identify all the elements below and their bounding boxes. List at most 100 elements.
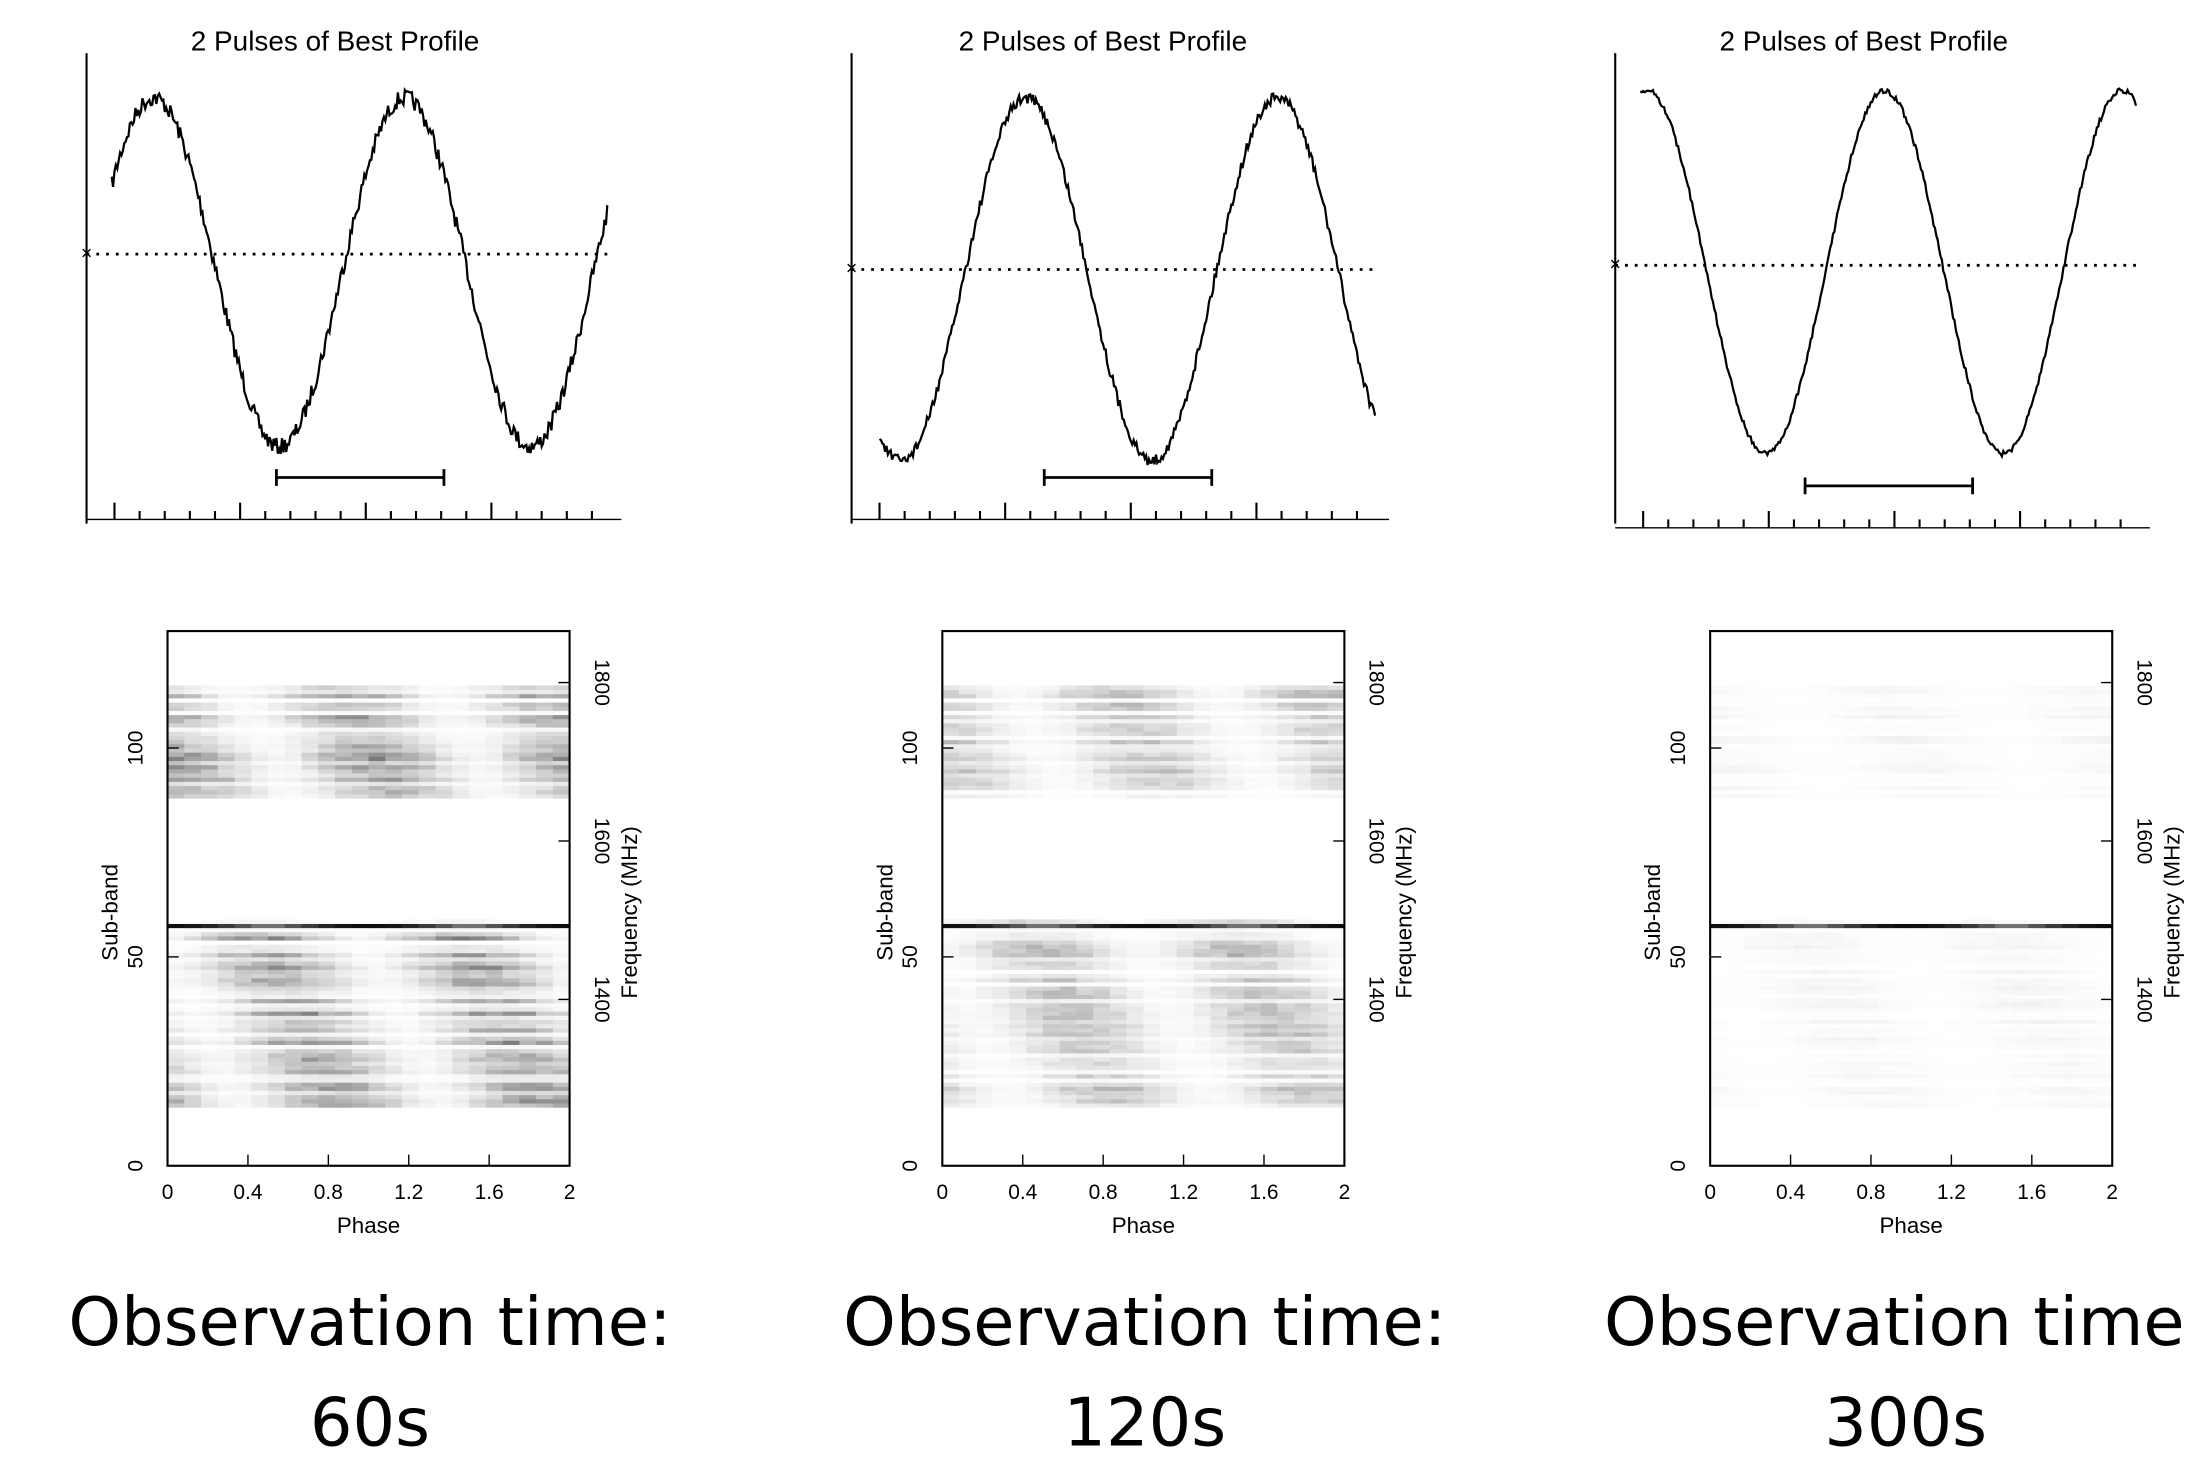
heatmap-cell [285,1011,302,1016]
heatmap-cell [2062,790,2079,795]
heatmap-cell [402,953,419,958]
heatmap-cell [519,936,536,941]
heatmap-cell [1143,1057,1160,1062]
heatmap-cell [1844,944,1861,949]
heatmap-cell [1710,1045,1727,1050]
heatmap-cell [201,1053,218,1058]
heatmap-cell [419,769,436,774]
heatmap-cell [1026,1032,1043,1037]
heatmap-cell [503,957,520,962]
heatmap-cell [218,1028,235,1033]
heatmap-cell [942,765,959,770]
heatmap-cell [2012,769,2029,774]
heatmap-cell [218,990,235,995]
heatmap-cell [335,990,352,995]
heatmap-cell [1311,715,1328,720]
heatmap-cell [1093,1086,1110,1091]
heatmap-cell [503,685,520,690]
heatmap-cell [1727,765,1744,770]
heatmap-cell [1844,924,1861,929]
heatmap-cell [402,965,419,970]
heatmap-cell [1777,986,1794,991]
heatmap-cell [553,928,570,933]
heatmap-cell [302,1070,319,1075]
heatmap-cell [1227,957,1244,962]
heatmap-cell [318,1078,335,1083]
heatmap-cell [419,765,436,770]
heatmap-cell [2028,744,2045,749]
heatmap-cell [201,961,218,966]
heatmap-cell [1710,924,1727,929]
heatmap-cell [1727,744,1744,749]
heatmap-cell [285,1103,302,1108]
heatmap-cell [1861,961,1878,966]
heatmap-cell [235,1074,252,1079]
heatmap-cell [1194,1045,1211,1050]
heatmap-cell [1928,1078,1945,1083]
heatmap-cell [1043,1024,1060,1029]
heatmap-cell [285,765,302,770]
heatmap-cell [235,765,252,770]
heatmap-cell [2062,1086,2079,1091]
heatmap-cell [1827,773,1844,778]
heatmap-cell [1777,1074,1794,1079]
heatmap-cell [1777,953,1794,958]
heatmap-cell [235,794,252,799]
heatmap-cell [1811,748,1828,753]
heatmap-cell [1294,685,1311,690]
heatmap-cell [1744,769,1761,774]
heatmap-cell [251,994,268,999]
heatmap-cell [436,769,453,774]
heatmap-cell [1727,969,1744,974]
heatmap-cell [1110,1036,1127,1041]
heatmap-cell [1928,928,1945,933]
heatmap-cell [218,974,235,979]
heatmap-cell [2095,1053,2112,1058]
heatmap-cell [2012,1091,2029,1096]
heatmap-cell [1328,1086,1345,1091]
heatmap-cell [2012,790,2029,795]
heatmap-cell [1227,1011,1244,1016]
heatmap-cell [318,1024,335,1029]
heatmap-cell [1827,1095,1844,1100]
heatmap-cell [486,969,503,974]
heatmap-cell [1026,740,1043,745]
heatmap-cell [469,999,486,1004]
heatmap-cell [1227,773,1244,778]
heatmap-cell [1760,953,1777,958]
heatmap-cell [1777,1053,1794,1058]
heatmap-cell [419,982,436,987]
heatmap-cell [486,748,503,753]
heatmap-cell [1328,698,1345,703]
heatmap-cell [1076,1040,1093,1045]
heatmap-cell [1727,994,1744,999]
heatmap-cell [1009,748,1026,753]
heatmap-cell [1227,786,1244,791]
heatmap-cell [1127,957,1144,962]
heatmap-cell [184,1091,201,1096]
heatmap-cell [268,748,285,753]
heatmap-cell [1143,794,1160,799]
heatmap-cell [1928,756,1945,761]
heatmap-cell [2045,949,2062,954]
heatmap-cell [352,1020,369,1025]
heatmap-cell [2028,1036,2045,1041]
heatmap-cell [1311,736,1328,741]
heatmap-cell [1026,1082,1043,1087]
heatmap-cell [519,944,536,949]
heatmap-cell [1294,1057,1311,1062]
heatmap-cell [2062,1020,2079,1025]
heatmap-cell [1277,974,1294,979]
heatmap-cell [1294,1045,1311,1050]
heatmap-cell [1294,690,1311,695]
heatmap-cell [1710,1032,1727,1037]
heatmap-cell [1978,1086,1995,1091]
heatmap-cell [285,752,302,757]
heatmap-cell [536,781,553,786]
heatmap-cell [452,1057,469,1062]
heatmap-cell [1043,736,1060,741]
heatmap-cell [402,756,419,761]
heatmap-cell [1043,773,1060,778]
heatmap-cell [201,1074,218,1079]
heatmap-cell [1244,702,1261,707]
